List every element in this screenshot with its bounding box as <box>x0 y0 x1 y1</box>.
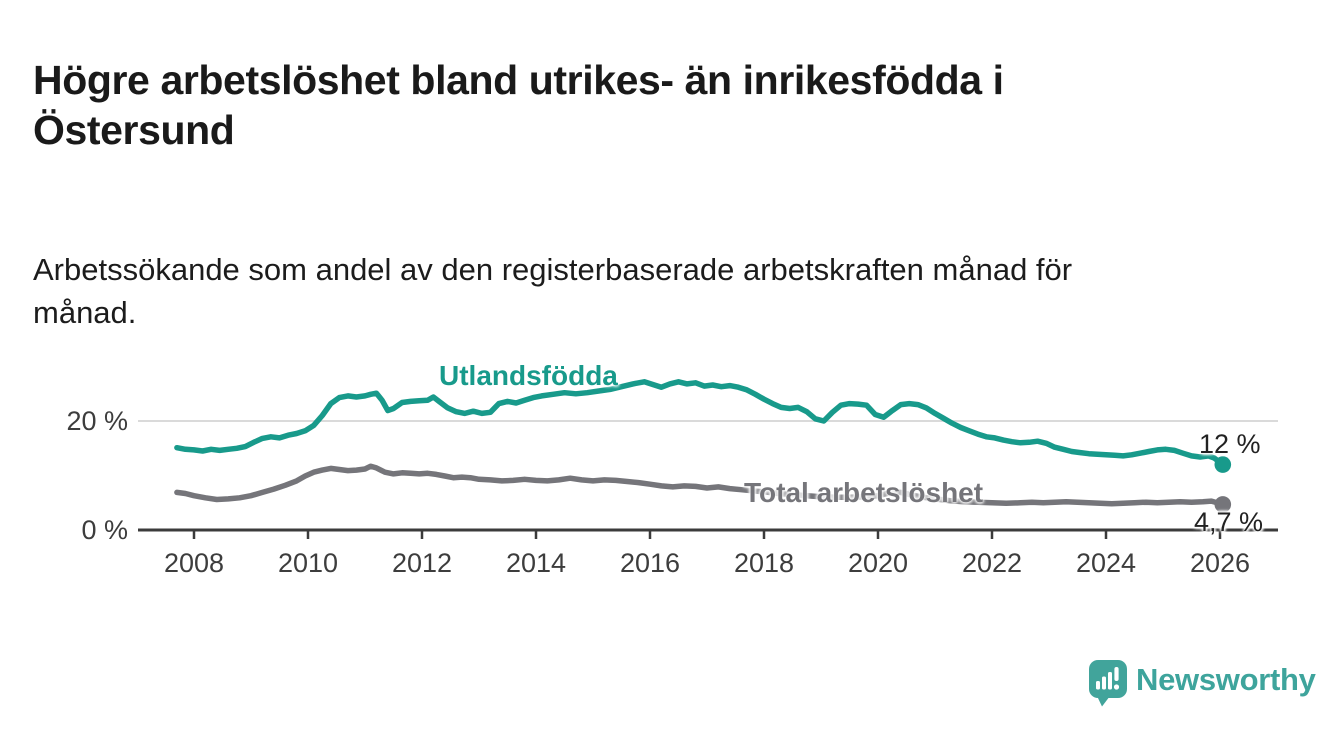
y-axis-label-20: 20 % <box>66 406 128 436</box>
title-line-1: Högre arbetslöshet bland utrikes- än inr… <box>33 57 1004 104</box>
series-label-total-arbetsloshet: Total arbetslöshet <box>744 477 984 508</box>
x-tick-label: 2014 <box>506 548 566 578</box>
page-title: Högre arbetslöshet bland utrikes- än inr… <box>33 55 1293 155</box>
x-tick-label: 2024 <box>1076 548 1136 578</box>
end-value-utlandsfodda: 12 % <box>1199 429 1261 459</box>
line-chart-plot: 2008 2010 2012 2014 2016 2018 2020 2022 2024 2026 <box>138 379 1278 578</box>
x-tick-label: 2012 <box>392 548 452 578</box>
subtitle-line-1: Arbetssökande som andel av den registerb… <box>33 252 1073 287</box>
x-tick-label: 2020 <box>848 548 908 578</box>
x-tick-label: 2008 <box>164 548 224 578</box>
end-dot-utlandsfodda <box>1214 456 1232 473</box>
chart-subtitle: Arbetssökande som andel av den registerb… <box>33 248 1293 334</box>
x-tick-label: 2010 <box>278 548 338 578</box>
newsworthy-wordmark: Newsworthy <box>1136 662 1316 697</box>
x-tick-label: 2026 <box>1190 548 1250 578</box>
y-axis-label-0: 0 % <box>81 515 128 545</box>
newsworthy-logo-icon <box>1089 660 1127 707</box>
utlandsfodda-line <box>174 379 1226 468</box>
x-tick-label: 2016 <box>620 548 680 578</box>
end-dot-total-arbetsloshet <box>1214 496 1232 513</box>
end-value-total-arbetsloshet: 4,7 % <box>1194 507 1264 537</box>
title-line-2: Östersund <box>33 107 235 154</box>
total-arbetsloshet-line <box>174 463 1226 508</box>
subtitle-line-2: månad. <box>33 295 137 330</box>
x-tick-label: 2018 <box>734 548 794 578</box>
series-label-utlandsfodda: Utlandsfödda <box>439 360 618 391</box>
x-tick-label: 2022 <box>962 548 1022 578</box>
